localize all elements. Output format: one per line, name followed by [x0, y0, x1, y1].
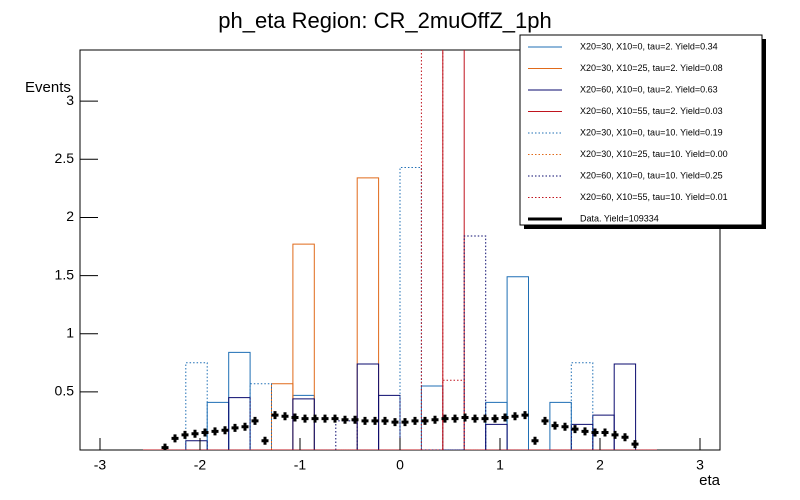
- histogram-bin: [228, 397, 251, 450]
- histogram-bin: [420, 50, 444, 450]
- y-tick-label: 0.5: [55, 383, 75, 399]
- data-point: [411, 416, 419, 425]
- legend-label: X20=60, X10=55, tau=2. Yield=0.03: [580, 106, 723, 116]
- data-point: [321, 414, 329, 423]
- legend-box: [519, 34, 763, 226]
- legend-label: X20=30, X10=25, tau=2. Yield=0.08: [580, 63, 723, 73]
- data-point: [221, 426, 229, 435]
- x-tick-label: 2: [596, 457, 604, 473]
- data-point: [241, 422, 249, 431]
- data-point: [531, 436, 539, 445]
- data-point: [231, 423, 239, 432]
- x-axis-label: eta: [699, 472, 721, 489]
- data-point: [391, 418, 399, 427]
- histogram-bin: [356, 363, 380, 450]
- data-point: [541, 416, 549, 425]
- y-tick-label: 1: [66, 324, 74, 340]
- histogram-bin: [399, 166, 422, 450]
- data-point: [591, 428, 599, 437]
- data-point: [581, 427, 589, 436]
- data-point: [401, 418, 409, 427]
- histogram-bin: [185, 440, 208, 450]
- histogram-bin: [485, 401, 508, 450]
- histogram-bin: [335, 420, 358, 450]
- data-point: [441, 414, 449, 423]
- data-point: [471, 414, 479, 423]
- data-point: [461, 413, 469, 422]
- legend-label: X20=60, X10=55, tau=10. Yield=0.01: [580, 192, 728, 202]
- data-point: [291, 413, 299, 422]
- data-point: [491, 414, 499, 423]
- x-tick-label: 3: [696, 457, 704, 473]
- histogram-bin: [485, 423, 508, 450]
- data-point: [351, 415, 359, 424]
- histogram-bin: [356, 177, 380, 450]
- y-tick-label: 2.5: [55, 150, 75, 166]
- y-axis-label: Events: [25, 79, 71, 96]
- data-point: [371, 416, 379, 425]
- histogram-bin: [228, 351, 251, 450]
- data-point: [331, 414, 339, 423]
- data-point: [561, 422, 569, 431]
- data-point: [191, 429, 199, 438]
- data-point: [551, 421, 559, 430]
- legend-label: X20=30, X10=0, tau=10. Yield=0.19: [580, 127, 723, 137]
- data-point: [501, 413, 509, 422]
- data-point: [171, 434, 179, 443]
- x-tick-label: 0: [396, 457, 404, 473]
- data-point: [431, 415, 439, 424]
- histogram-bin: [292, 398, 315, 450]
- data-point: [451, 414, 459, 423]
- data-point: [251, 416, 259, 425]
- data-point: [481, 414, 489, 423]
- data-point: [271, 411, 279, 420]
- data-point: [631, 440, 639, 449]
- data-point: [161, 443, 169, 450]
- x-tick-label: -1: [294, 457, 307, 473]
- legend-label: X20=60, X10=0, tau=2. Yield=0.63: [580, 84, 718, 94]
- data-point: [261, 436, 269, 445]
- histogram-bin: [206, 401, 230, 450]
- y-tick-label: 3: [66, 92, 74, 108]
- data-point: [381, 416, 389, 425]
- data-point: [301, 414, 309, 423]
- data-point: [361, 416, 369, 425]
- histogram-bin: [613, 363, 637, 450]
- legend-label: Data. Yield=109334: [580, 213, 659, 223]
- data-point: [211, 427, 219, 436]
- data-point: [571, 425, 579, 434]
- data-point: [421, 416, 429, 425]
- data-point: [621, 433, 629, 442]
- legend-label: X20=30, X10=0, tau=2. Yield=0.34: [580, 41, 718, 51]
- data-point: [611, 430, 619, 439]
- x-tick-label: -3: [94, 457, 107, 473]
- histogram-bin: [442, 50, 465, 450]
- histogram-bin: [570, 362, 594, 450]
- data-point: [601, 428, 609, 437]
- plot-area: [143, 50, 657, 450]
- data-point: [281, 412, 289, 421]
- histogram-bin: [292, 243, 315, 450]
- histogram-bin: [378, 394, 401, 450]
- y-tick-label: 2: [66, 208, 74, 224]
- data-point: [201, 428, 209, 437]
- x-tick-label: 1: [496, 457, 504, 473]
- data-point: [181, 430, 189, 439]
- legend-label: X20=60, X10=0, tau=10. Yield=0.25: [580, 170, 723, 180]
- data-point: [521, 411, 529, 420]
- legend-label: X20=30, X10=25, tau=10. Yield=0.00: [580, 149, 728, 159]
- histogram-bin: [292, 394, 315, 450]
- histogram-bin: [463, 235, 487, 450]
- chart-title: ph_eta Region: CR_2muOffZ_1ph: [218, 8, 551, 33]
- data-point: [311, 414, 319, 423]
- data-point: [341, 415, 349, 424]
- x-tick-label: -2: [194, 457, 207, 473]
- histogram-bin: [506, 276, 529, 450]
- data-point: [511, 412, 519, 421]
- y-tick-label: 1.5: [55, 266, 75, 282]
